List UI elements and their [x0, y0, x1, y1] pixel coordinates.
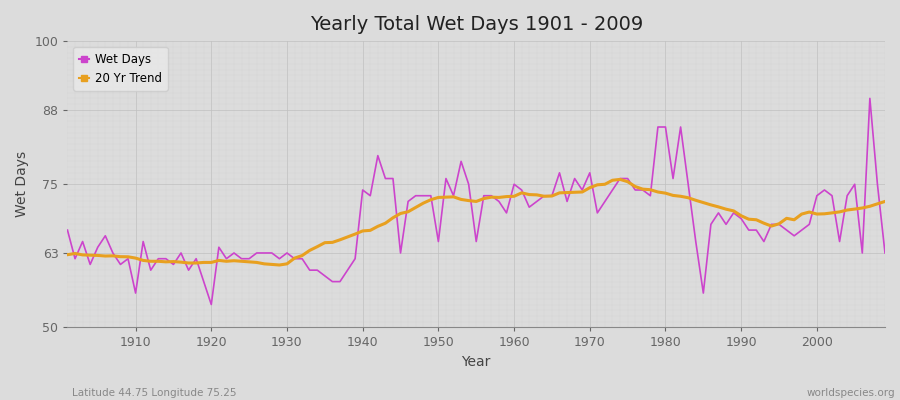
Text: worldspecies.org: worldspecies.org [807, 388, 896, 398]
X-axis label: Year: Year [462, 355, 490, 369]
Y-axis label: Wet Days: Wet Days [15, 151, 29, 217]
Title: Yearly Total Wet Days 1901 - 2009: Yearly Total Wet Days 1901 - 2009 [310, 15, 643, 34]
Text: Latitude 44.75 Longitude 75.25: Latitude 44.75 Longitude 75.25 [72, 388, 237, 398]
Legend: Wet Days, 20 Yr Trend: Wet Days, 20 Yr Trend [74, 47, 167, 91]
